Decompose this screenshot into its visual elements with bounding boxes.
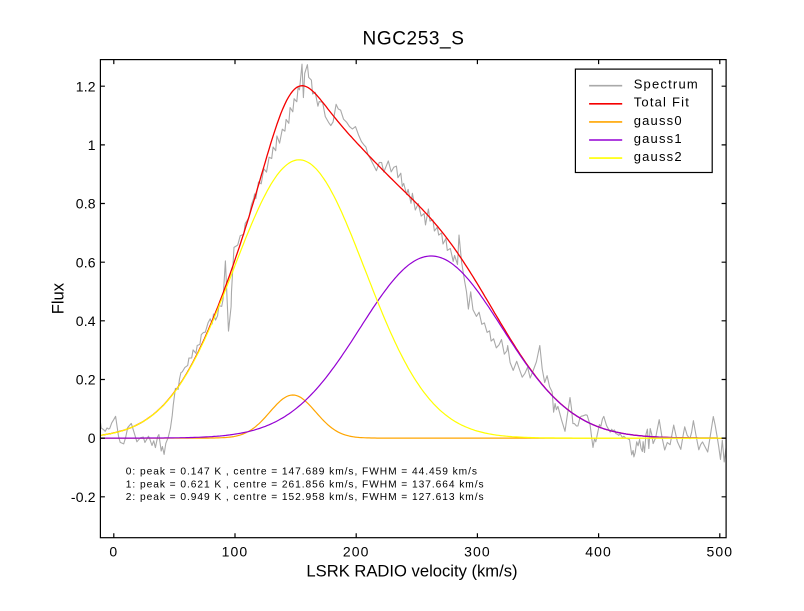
svg-text:1: peak = 0.621 K , centre = 2: 1: peak = 0.621 K , centre = 261.856 km/… <box>126 479 485 490</box>
svg-text:400: 400 <box>585 544 612 560</box>
svg-text:500: 500 <box>706 544 733 560</box>
svg-text:NGC253_S: NGC253_S <box>363 28 465 49</box>
svg-text:100: 100 <box>222 544 249 560</box>
svg-text:Flux: Flux <box>49 282 68 314</box>
svg-text:gauss0: gauss0 <box>634 113 683 128</box>
svg-text:200: 200 <box>343 544 370 560</box>
svg-text:300: 300 <box>464 544 491 560</box>
svg-text:gauss2: gauss2 <box>634 149 683 164</box>
svg-text:2: peak = 0.949 K , centre = 1: 2: peak = 0.949 K , centre = 152.958 km/… <box>126 492 485 503</box>
svg-text:Total Fit: Total Fit <box>634 95 690 110</box>
svg-text:gauss1: gauss1 <box>634 131 683 146</box>
svg-text:LSRK RADIO velocity (km/s): LSRK RADIO velocity (km/s) <box>306 562 517 581</box>
svg-text:-0.2: -0.2 <box>71 489 96 505</box>
svg-text:0: 0 <box>109 544 118 560</box>
svg-text:1.2: 1.2 <box>76 78 96 94</box>
svg-text:0: peak = 0.147 K , centre = 1: 0: peak = 0.147 K , centre = 147.689 km/… <box>126 466 478 477</box>
svg-text:0.4: 0.4 <box>76 313 96 329</box>
svg-text:0.2: 0.2 <box>76 372 96 388</box>
svg-text:1: 1 <box>88 137 96 153</box>
svg-text:0.6: 0.6 <box>76 254 96 270</box>
svg-text:0: 0 <box>88 430 96 446</box>
svg-text:Spectrum: Spectrum <box>634 77 699 92</box>
svg-text:0.8: 0.8 <box>76 196 96 212</box>
